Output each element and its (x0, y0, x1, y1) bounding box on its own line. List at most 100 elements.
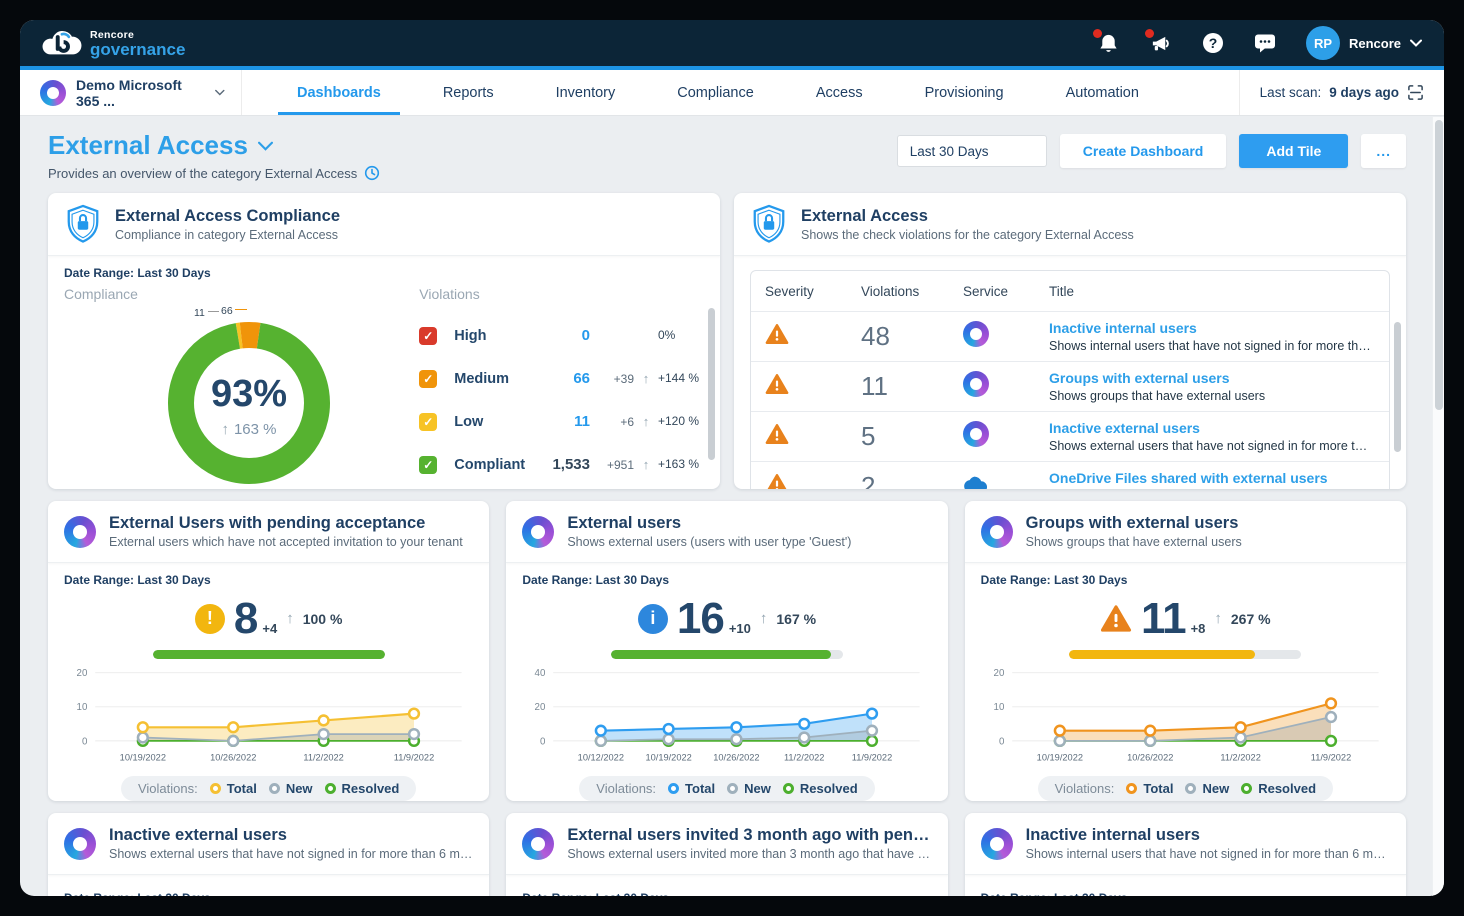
kpi-trend: 100 % (302, 610, 343, 627)
svg-text:11/9/2022: 11/9/2022 (394, 752, 434, 762)
logo-text-governance: governance (90, 39, 186, 59)
violation-row-high[interactable]: ✓ High 0 0% (419, 314, 704, 357)
violations-count: 5 (861, 421, 876, 451)
legend-item-new[interactable]: New (727, 781, 771, 796)
page-scrollbar[interactable] (1432, 117, 1444, 896)
kpi-delta: +8 (1190, 621, 1206, 636)
account-menu[interactable]: RP Rencore (1305, 26, 1422, 60)
tab-access[interactable]: Access (815, 84, 863, 101)
create-dashboard-button[interactable]: Create Dashboard (1059, 134, 1227, 168)
tab-provisioning[interactable]: Provisioning (924, 84, 1004, 101)
last-scan-label: Last scan: (1259, 85, 1322, 100)
svg-text:11/9/2022: 11/9/2022 (1310, 752, 1350, 762)
legend-item-new[interactable]: New (1185, 781, 1229, 796)
violation-label: Compliant (454, 456, 526, 473)
kpi-value: 11 (1141, 594, 1187, 643)
date-range-label: Date Range: Last 30 Days (981, 891, 1390, 896)
compliance-percentage: 93% (210, 373, 288, 415)
feedback-chat-icon[interactable] (1254, 32, 1276, 54)
tab-compliance[interactable]: Compliance (677, 84, 754, 101)
tab-reports[interactable]: Reports (442, 84, 494, 101)
tile-title: External Access (801, 206, 928, 225)
check-link[interactable]: Inactive internal users (1049, 320, 1197, 337)
chevron-down-icon[interactable] (257, 141, 273, 151)
legend-item-new[interactable]: New (268, 781, 313, 796)
legend-item-resolved[interactable]: Resolved (782, 781, 858, 796)
tab-dashboards[interactable]: Dashboards (266, 70, 412, 115)
logo-text-rencore: Rencore (90, 28, 135, 41)
violation-label: High (454, 327, 487, 344)
table-row-onedrive-files-shared-with-external-users[interactable]: 2 OneDrive Files shared with external use… (751, 461, 1389, 489)
legend-item-resolved[interactable]: Resolved (1241, 781, 1316, 796)
legend-item-total[interactable]: Total (1126, 781, 1173, 796)
warning-triangle-icon (765, 424, 789, 444)
legend-label: Violations: (1054, 780, 1115, 796)
tile-subtitle: Shows external users that have not signe… (109, 847, 474, 861)
chevron-down-icon (1410, 39, 1422, 47)
scan-icon[interactable] (1407, 84, 1424, 101)
tile-external-access-compliance: External Access Compliance Compliance in… (48, 193, 720, 489)
tab-automation[interactable]: Automation (1065, 84, 1139, 101)
tenant-name: Demo Microsoft 365 ... (76, 76, 182, 109)
title-cell: OneDrive Files shared with external user… (1049, 463, 1375, 489)
help-icon[interactable]: ? (1202, 32, 1224, 54)
violation-row-low[interactable]: ✓ Low 11 +6 ↑ +120 % (419, 400, 704, 443)
table-row-inactive-internal-users[interactable]: 48 Inactive internal users Shows internal … (751, 311, 1389, 361)
violation-row-information[interactable]: iInformation35+23↑+191 % (419, 486, 704, 489)
svg-text:10: 10 (993, 702, 1004, 713)
info-icon: i (637, 603, 668, 634)
tile-title: Inactive internal users (1025, 826, 1200, 844)
legend-ring-icon (209, 782, 221, 794)
tab-inventory[interactable]: Inventory (555, 84, 616, 101)
legend-ring-icon (782, 782, 794, 794)
scrollbar-thumb[interactable] (708, 308, 715, 460)
trend-up-icon: ↑ (221, 421, 229, 438)
history-clock-icon[interactable] (364, 165, 380, 181)
violations-count: 11 (861, 371, 888, 401)
warning-triangle-icon (765, 374, 789, 394)
svg-text:10/19/2022: 10/19/2022 (646, 752, 692, 762)
tile-title: Groups with external users (1025, 514, 1239, 532)
dashboard-content: External Access Provides an overview of … (20, 116, 1444, 896)
check-link[interactable]: Groups with external users (1049, 370, 1230, 387)
severity-cell (765, 323, 861, 350)
tenant-selector[interactable]: Demo Microsoft 365 ... (20, 70, 242, 115)
trend-up-icon: ↑ (286, 610, 294, 628)
onedrive-icon (964, 476, 988, 489)
date-range-input[interactable]: Last 30 Days (896, 135, 1047, 167)
violation-row-medium[interactable]: ✓ Medium 66 +39 ↑ +144 % (419, 357, 704, 400)
column-header-title: Title (1049, 283, 1075, 299)
more-options-button[interactable]: ... (1361, 134, 1406, 168)
add-tile-button[interactable]: Add Tile (1239, 134, 1349, 168)
microsoft-365-icon (980, 515, 1013, 548)
microsoft-365-icon (64, 827, 96, 860)
violation-row-compliant[interactable]: ✓ Compliant 1,533 +951 ↑ +163 % (419, 443, 704, 486)
svg-text:11/9/2022: 11/9/2022 (852, 752, 892, 762)
microsoft-365-icon (40, 79, 66, 106)
table-row-inactive-external-users[interactable]: 5 Inactive external users Shows external u… (751, 411, 1389, 461)
svg-text:10/26/2022: 10/26/2022 (1127, 752, 1173, 762)
scrollbar-thumb[interactable] (1394, 322, 1401, 452)
service-cell (963, 321, 1049, 352)
violations-trend-chart: 0 10 20 10/19/2022 10/26/2022 11/2/2022 11/9/2… (77, 668, 462, 762)
legend-item-resolved[interactable]: Resolved (324, 781, 399, 796)
legend-item-total[interactable]: Total (668, 781, 715, 796)
warning-triangle-icon (1100, 604, 1132, 633)
severity-cell (765, 473, 861, 489)
check-link[interactable]: OneDrive Files shared with external user… (1049, 470, 1328, 487)
violation-trend: +120 % (658, 414, 700, 429)
check-link[interactable]: Inactive external users (1049, 420, 1200, 437)
trend-up-icon: ↑ (642, 371, 650, 386)
svg-text:20: 20 (535, 702, 546, 713)
tile-title: Inactive external users (109, 826, 287, 844)
tile-inactive-external-users: Inactive external users Shows external u… (48, 813, 490, 896)
scrollbar-thumb[interactable] (1435, 120, 1443, 410)
legend-item-total[interactable]: Total (209, 781, 257, 796)
announcements-megaphone-icon[interactable] (1144, 29, 1172, 54)
date-range-label: Date Range: Last 30 Days (64, 266, 211, 280)
svg-text:0: 0 (999, 736, 1005, 747)
warning-triangle-icon (765, 324, 789, 344)
notifications-bell-icon[interactable] (1092, 29, 1120, 54)
violations-section-label: Violations (419, 286, 480, 302)
table-row-groups-with-external-users[interactable]: 11 Groups with external users Shows groups… (751, 361, 1389, 411)
